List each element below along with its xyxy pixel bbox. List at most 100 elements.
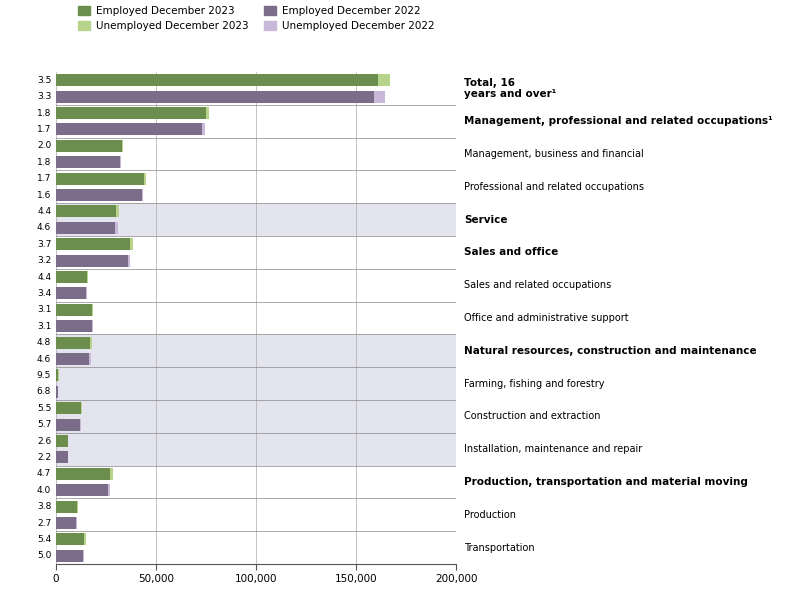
Text: 3.4: 3.4 bbox=[37, 289, 51, 298]
Bar bbox=[56, 271, 87, 283]
Bar bbox=[86, 287, 87, 299]
Bar bbox=[56, 367, 456, 400]
Text: 3.2: 3.2 bbox=[37, 256, 51, 265]
Text: Sales and office: Sales and office bbox=[464, 247, 558, 257]
Text: 3.1: 3.1 bbox=[37, 305, 51, 314]
Bar bbox=[142, 189, 143, 201]
Bar bbox=[56, 72, 456, 105]
Bar bbox=[84, 533, 86, 545]
Bar bbox=[87, 271, 89, 283]
Bar bbox=[56, 203, 456, 236]
Bar bbox=[56, 466, 456, 499]
Text: Sales and related occupations: Sales and related occupations bbox=[464, 280, 611, 290]
Bar bbox=[374, 91, 385, 103]
Text: 5.5: 5.5 bbox=[37, 404, 51, 413]
Bar bbox=[115, 222, 118, 234]
Text: 2.0: 2.0 bbox=[37, 142, 51, 151]
Text: 5.4: 5.4 bbox=[37, 535, 51, 544]
Bar bbox=[56, 320, 92, 332]
Text: 3.3: 3.3 bbox=[37, 92, 51, 101]
Text: Office and administrative support: Office and administrative support bbox=[464, 313, 629, 323]
Bar bbox=[56, 91, 374, 103]
Bar bbox=[56, 400, 456, 433]
Text: 3.5: 3.5 bbox=[37, 76, 51, 85]
Text: Production, transportation and material moving: Production, transportation and material … bbox=[464, 477, 748, 487]
Text: Farming, fishing and forestry: Farming, fishing and forestry bbox=[464, 379, 605, 389]
Bar bbox=[56, 170, 456, 203]
Text: 4.0: 4.0 bbox=[37, 486, 51, 494]
Text: 1.7: 1.7 bbox=[37, 125, 51, 134]
Text: 3.7: 3.7 bbox=[37, 240, 51, 249]
Bar bbox=[89, 353, 90, 365]
Bar bbox=[56, 156, 120, 168]
Bar bbox=[92, 320, 93, 332]
Text: 3.1: 3.1 bbox=[37, 322, 51, 331]
Text: 3.8: 3.8 bbox=[37, 502, 51, 511]
Bar bbox=[56, 74, 378, 86]
Bar bbox=[56, 484, 108, 496]
Text: Production: Production bbox=[464, 510, 516, 520]
Bar bbox=[56, 254, 128, 266]
Text: 2.2: 2.2 bbox=[37, 453, 51, 462]
Bar bbox=[56, 531, 456, 564]
Text: 9.5: 9.5 bbox=[37, 371, 51, 380]
Bar bbox=[56, 173, 144, 185]
Bar bbox=[56, 287, 86, 299]
Text: Total, 16
years and over¹: Total, 16 years and over¹ bbox=[464, 77, 556, 99]
Bar bbox=[80, 419, 82, 431]
Bar bbox=[56, 533, 84, 545]
Bar bbox=[92, 304, 93, 316]
Bar bbox=[56, 269, 456, 302]
Bar bbox=[110, 468, 113, 480]
Text: 4.7: 4.7 bbox=[37, 469, 51, 478]
Text: 4.4: 4.4 bbox=[37, 207, 51, 216]
Text: 4.6: 4.6 bbox=[37, 223, 51, 232]
Text: Construction and extraction: Construction and extraction bbox=[464, 412, 601, 421]
Bar bbox=[56, 107, 206, 119]
Bar bbox=[56, 236, 456, 269]
Bar bbox=[56, 370, 58, 382]
Bar bbox=[56, 386, 58, 398]
Text: 4.4: 4.4 bbox=[37, 272, 51, 281]
Bar bbox=[56, 124, 202, 136]
Bar bbox=[130, 238, 133, 250]
Text: Installation, maintenance and repair: Installation, maintenance and repair bbox=[464, 444, 642, 454]
Text: 1.8: 1.8 bbox=[37, 158, 51, 167]
Text: 6.8: 6.8 bbox=[37, 388, 51, 397]
Bar bbox=[56, 435, 68, 447]
Text: 1.8: 1.8 bbox=[37, 109, 51, 118]
Bar bbox=[56, 500, 77, 512]
Bar bbox=[56, 353, 89, 365]
Text: 2.6: 2.6 bbox=[37, 437, 51, 445]
Bar bbox=[56, 402, 81, 414]
Text: Management, professional and related occupations¹: Management, professional and related occ… bbox=[464, 116, 773, 126]
Bar bbox=[83, 550, 85, 562]
Bar bbox=[90, 337, 92, 349]
Text: 4.6: 4.6 bbox=[37, 355, 51, 364]
Bar bbox=[108, 484, 110, 496]
Bar bbox=[144, 173, 146, 185]
Text: 1.7: 1.7 bbox=[37, 174, 51, 183]
Bar bbox=[116, 205, 119, 217]
Bar bbox=[202, 124, 205, 136]
Bar bbox=[206, 107, 209, 119]
Text: Service: Service bbox=[464, 215, 507, 224]
Text: Professional and related occupations: Professional and related occupations bbox=[464, 182, 644, 192]
Bar bbox=[56, 499, 456, 531]
Bar bbox=[56, 137, 456, 170]
Text: Natural resources, construction and maintenance: Natural resources, construction and main… bbox=[464, 346, 757, 356]
Bar bbox=[56, 140, 122, 152]
Bar bbox=[56, 468, 110, 480]
Bar bbox=[56, 451, 67, 463]
Text: 1.6: 1.6 bbox=[37, 191, 51, 200]
Bar bbox=[56, 189, 142, 201]
Legend: Employed December 2023, Unemployed December 2023, Employed December 2022, Unempl: Employed December 2023, Unemployed Decem… bbox=[78, 6, 434, 31]
Text: 4.8: 4.8 bbox=[37, 338, 51, 347]
Bar bbox=[56, 222, 115, 234]
Bar bbox=[56, 419, 80, 431]
Bar bbox=[120, 156, 122, 168]
Bar bbox=[56, 334, 456, 367]
Bar bbox=[56, 337, 90, 349]
Bar bbox=[56, 517, 76, 529]
Bar bbox=[56, 304, 92, 316]
